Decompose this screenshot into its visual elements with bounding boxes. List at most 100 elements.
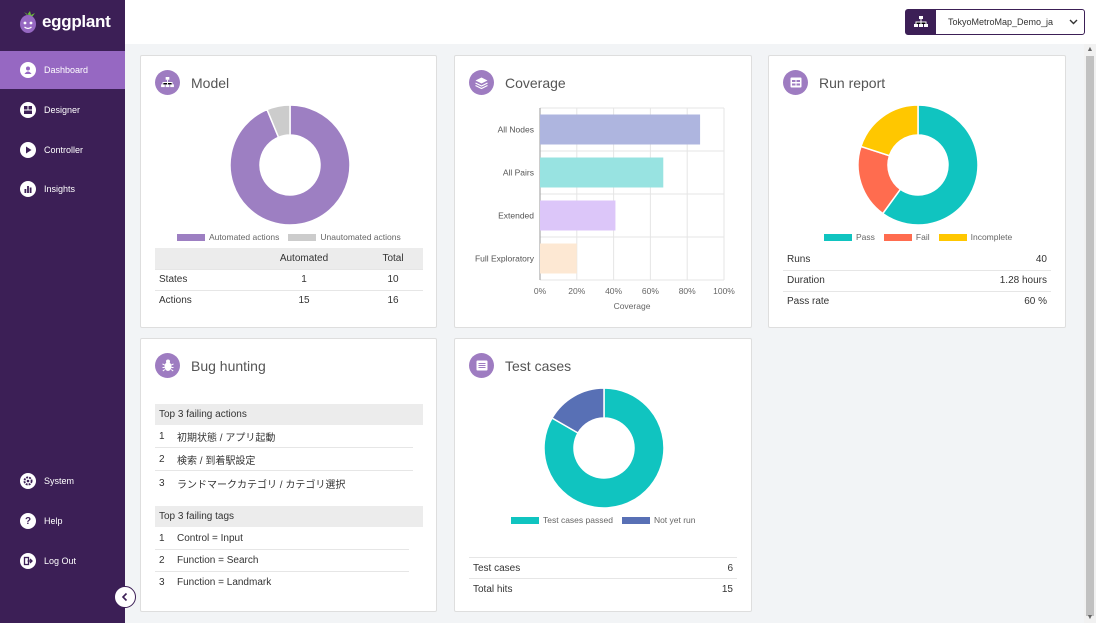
card-title: Coverage: [505, 74, 566, 91]
logo-text: eggplant: [42, 12, 111, 31]
eggplant-logo[interactable]: eggplant: [18, 10, 111, 34]
model-selector[interactable]: TokyoMetroMap_Demo_ja: [905, 9, 1085, 35]
legend-item: Fail: [883, 232, 930, 242]
sidebar-item-logout[interactable]: Log Out: [0, 542, 125, 580]
bar-all-pairs[interactable]: [540, 157, 664, 188]
legend-item: Incomplete: [938, 232, 1012, 242]
question-icon: ?: [20, 513, 36, 529]
table-row: States 1 10: [155, 268, 423, 290]
bar-all-nodes[interactable]: [540, 114, 701, 145]
layers-icon: [469, 70, 494, 95]
table-header: Automated: [245, 248, 363, 269]
failing-tags-header: Top 3 failing tags: [155, 506, 423, 527]
run-report-stats: Runs 40 Duration 1.28 hours Pass rate 60…: [783, 249, 1051, 312]
list-item[interactable]: 1 初期状態 / アプリ起動: [155, 426, 413, 448]
scrollbar[interactable]: ▲ ▼: [1084, 44, 1096, 623]
model-donut-chart: [229, 104, 351, 226]
chevron-left-icon: [121, 592, 128, 602]
y-category-label: Extended: [498, 211, 534, 221]
test-cases-stats: Test cases 6 Total hits 15: [469, 557, 737, 600]
hierarchy-icon: [906, 10, 936, 34]
list-icon: [469, 353, 494, 378]
x-tick-label: 0%: [534, 286, 547, 296]
chart-icon: [20, 181, 36, 197]
eggplant-logo-icon: [20, 11, 36, 33]
play-icon: [20, 142, 36, 158]
scrollbar-thumb[interactable]: [1086, 56, 1094, 616]
sidebar-item-label: Designer: [44, 105, 81, 115]
report-icon: [783, 70, 808, 95]
scroll-up-arrow-icon[interactable]: ▲: [1086, 46, 1094, 53]
donut-slice-pass[interactable]: [881, 104, 979, 226]
stat-row: Pass rate 60 %: [783, 290, 1051, 312]
donut-slice-not-yet-run[interactable]: [551, 387, 605, 435]
collapse-sidebar-button[interactable]: [114, 586, 136, 608]
card-title: Run report: [819, 74, 886, 91]
table-header: [155, 248, 245, 269]
gear-icon: [20, 473, 36, 489]
top-bar: TokyoMetroMap_Demo_ja: [125, 0, 1096, 44]
chevron-down-icon: [1062, 10, 1084, 34]
model-legend: Automated actions Unautomated actions: [177, 232, 410, 242]
card-title: Model: [191, 74, 230, 91]
stat-row: Runs 40: [787, 253, 1047, 265]
donut-slice-incomplete[interactable]: [859, 104, 919, 157]
coverage-bar-chart: 0% 20% 40% 60% 80% 100% All Nodes All Pairs Exte…: [475, 107, 735, 311]
sidebar-item-system[interactable]: System: [0, 462, 125, 500]
stat-row: Test cases 6: [469, 557, 737, 579]
bar-full-exploratory[interactable]: [540, 243, 577, 274]
sidebar-item-label: Insights: [44, 184, 76, 194]
x-tick-label: 60%: [642, 286, 659, 296]
sidebar-item-label: Dashboard: [44, 65, 89, 75]
failing-actions-header: Top 3 failing actions: [155, 404, 423, 425]
list-item[interactable]: 3 ランドマークカテゴリ / カテゴリ選択: [159, 477, 346, 491]
sidebar-item-insights[interactable]: Insights: [0, 170, 125, 208]
model-card: Model Automated actions Unautomated acti…: [140, 55, 437, 328]
model-table: Automated Total States 1 10 Actions 15 1…: [155, 248, 423, 311]
run-report-legend: Pass Fail Incomplete: [824, 232, 1021, 242]
designer-icon: [20, 102, 36, 118]
sidebar-item-dashboard[interactable]: Dashboard: [0, 51, 125, 89]
card-title: Bug hunting: [191, 357, 266, 374]
list-item[interactable]: 2 検索 / 到着駅設定: [155, 449, 413, 471]
x-tick-label: 80%: [679, 286, 696, 296]
stat-row: Duration 1.28 hours: [783, 269, 1051, 291]
y-category-label: All Nodes: [498, 125, 534, 135]
donut-slice-test-cases-passed[interactable]: [543, 387, 665, 509]
dashboard-icon: [20, 62, 36, 78]
scroll-down-arrow-icon[interactable]: ▼: [1086, 614, 1094, 621]
legend-item: Not yet run: [621, 515, 696, 525]
bug-icon: [155, 353, 180, 378]
sidebar-item-label: Controller: [44, 145, 84, 155]
table-row: Actions 15 16: [155, 289, 423, 311]
list-item[interactable]: 3 Function = Landmark: [159, 576, 272, 588]
bug-hunting-card: Bug hunting Top 3 failing actions 1 初期状態 …: [140, 338, 437, 612]
sidebar-item-controller[interactable]: Controller: [0, 131, 125, 169]
donut-slice-unautomated-actions[interactable]: [266, 104, 291, 139]
x-tick-label: 20%: [568, 286, 585, 296]
test-cases-donut-chart: [543, 387, 665, 509]
legend-item: Unautomated actions: [288, 232, 401, 242]
sidebar-item-label: Help: [44, 516, 63, 526]
legend-item: Pass: [824, 232, 875, 242]
sidebar-item-label: System: [44, 476, 75, 486]
sidebar-item-designer[interactable]: Designer: [0, 91, 125, 129]
sidebar-item-label: Log Out: [44, 556, 77, 566]
y-category-label: Full Exploratory: [475, 254, 535, 264]
table-header: Total: [363, 248, 423, 269]
bar-extended[interactable]: [540, 200, 616, 231]
model-selector-value: TokyoMetroMap_Demo_ja: [948, 17, 1054, 27]
legend-item: Test cases passed: [511, 515, 613, 525]
sidebar: eggplant Dashboard Designer Controller I…: [0, 0, 125, 623]
y-category-label: All Pairs: [503, 168, 534, 178]
donut-slice-automated-actions[interactable]: [229, 104, 351, 226]
x-tick-label: 40%: [605, 286, 622, 296]
run-report-donut-chart: [857, 104, 979, 226]
hierarchy-icon: [155, 70, 180, 95]
sidebar-item-help[interactable]: ? Help: [0, 502, 125, 540]
list-item[interactable]: 1 Control = Input: [155, 528, 409, 550]
list-item[interactable]: 2 Function = Search: [155, 550, 409, 572]
test-cases-card: Test cases Test cases passed Not yet run…: [454, 338, 752, 612]
logout-icon: [20, 553, 36, 569]
coverage-card: Coverage 0% 20% 40% 60% 80% 100% All Nodes All …: [454, 55, 752, 328]
